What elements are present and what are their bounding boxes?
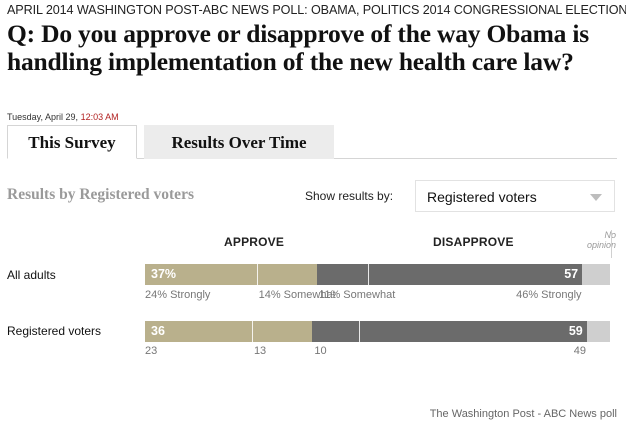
breakdown-label: 23 bbox=[145, 345, 158, 357]
disapprove-segment bbox=[317, 264, 583, 285]
approve-strong-divider bbox=[256, 264, 258, 285]
source-credit: The Washington Post - ABC News poll bbox=[429, 408, 617, 420]
breakdown-label: 24% Strongly bbox=[145, 289, 211, 301]
disapprove-somewhat-divider bbox=[358, 321, 360, 342]
stacked-bar: 36 59 bbox=[145, 321, 610, 342]
no-opinion-header: No opinion bbox=[586, 230, 616, 250]
chevron-down-icon bbox=[590, 194, 602, 201]
disapprove-segment bbox=[312, 321, 587, 342]
show-results-label: Show results by: bbox=[305, 189, 394, 203]
breakdown-label: 13 bbox=[253, 345, 267, 357]
approve-segment bbox=[145, 321, 313, 342]
no-opinion-segment bbox=[586, 321, 610, 342]
results-by-label: Results by Registered voters bbox=[7, 186, 194, 203]
no-opinion-divider bbox=[611, 230, 612, 258]
time-text: 12:03 AM bbox=[80, 112, 119, 122]
disapprove-somewhat-divider bbox=[368, 264, 370, 285]
date-text: Tuesday, April 29, bbox=[7, 112, 79, 122]
stacked-bar: 37% 57 bbox=[145, 264, 610, 285]
breakdown-label: 49 bbox=[573, 345, 586, 357]
results-by-select[interactable]: Registered voters bbox=[415, 180, 615, 212]
poll-kicker: APRIL 2014 WASHINGTON POST-ABC NEWS POLL… bbox=[7, 3, 626, 17]
disapprove-value: 59 bbox=[568, 324, 583, 338]
approve-value: 37% bbox=[151, 267, 177, 281]
breakdown-label: 10 bbox=[314, 345, 327, 357]
tab-bar: This Survey Results Over Time bbox=[7, 125, 617, 159]
breakdown-label: 11% Somewhat bbox=[319, 289, 396, 301]
tab-this-survey[interactable]: This Survey bbox=[7, 125, 137, 159]
approve-value: 36 bbox=[151, 324, 165, 338]
question-title: Q: Do you approve or disapprove of the w… bbox=[7, 19, 590, 76]
tab-results-over-time[interactable]: Results Over Time bbox=[144, 125, 334, 159]
approve-segment bbox=[145, 264, 318, 285]
no-opinion-segment bbox=[582, 264, 610, 285]
approve-strong-divider bbox=[251, 321, 253, 342]
selected-value: Registered voters bbox=[427, 189, 537, 205]
row-label: All adults bbox=[7, 268, 56, 282]
row-label: Registered voters bbox=[7, 324, 102, 338]
disapprove-value: 57 bbox=[564, 267, 579, 281]
breakdown-label: 46% Strongly bbox=[516, 289, 582, 301]
dateline: Tuesday, April 29, 12:03 AM bbox=[7, 112, 119, 122]
breakdown-label: 14% Somewhat bbox=[258, 289, 336, 301]
approve-header: APPROVE bbox=[224, 235, 285, 249]
disapprove-header: DISAPPROVE bbox=[433, 235, 514, 249]
